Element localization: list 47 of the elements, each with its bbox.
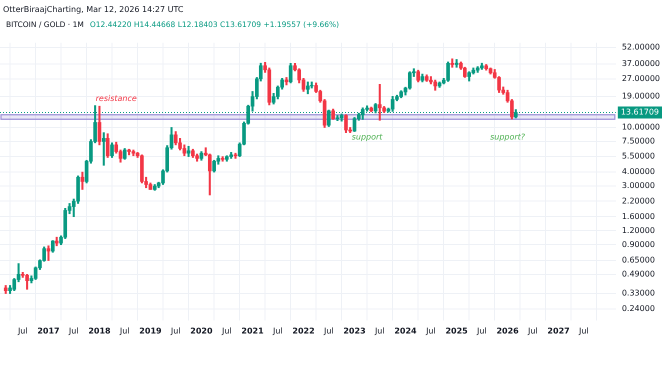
x-tick-label: Jul — [221, 326, 232, 336]
x-tick-label: 2022 — [292, 326, 315, 336]
annotation: resistance — [96, 94, 137, 103]
text: OtterBiraajCharting, Mar 12, 2026 14:27 UTC — [3, 5, 184, 14]
candlestick — [102, 132, 106, 166]
y-tick-label: 0.33000 — [622, 288, 655, 298]
x-tick-label: Jul — [68, 326, 79, 336]
x-tick-label: 2024 — [394, 326, 418, 336]
x-tick-label: 2026 — [496, 326, 520, 336]
x-tick-label: Jul — [425, 326, 436, 336]
x-tick-label: Jul — [170, 326, 181, 336]
y-tick-label: 7.50000 — [622, 136, 655, 146]
y-tick-label: 27.00000 — [622, 74, 660, 84]
x-tick-label: Jul — [272, 326, 283, 336]
x-tick-label: Jul — [527, 326, 538, 336]
x-tick-label: Jul — [322, 326, 334, 336]
y-tick-label: 0.49000 — [622, 269, 655, 278]
y-tick-label: 3.00000 — [622, 181, 655, 190]
x-tick-label: Jul — [118, 326, 130, 336]
x-tick-label: 2020 — [190, 326, 213, 336]
y-tick-label: 4.00000 — [622, 167, 655, 176]
x-tick-label: Jul — [16, 326, 28, 336]
x-tick-label: 2018 — [88, 326, 112, 336]
annotation: support? — [490, 132, 526, 142]
y-tick-label: 1.60000 — [622, 212, 655, 221]
x-tick-label: Jul — [374, 326, 385, 336]
y-tick-label: 0.65000 — [622, 256, 655, 265]
y-tick-label: 52.00000 — [622, 42, 660, 52]
y-tick-label: 10.00000 — [622, 122, 660, 132]
annotation: support — [352, 132, 384, 142]
x-tick-label: Jul — [578, 326, 589, 336]
y-tick-label: 37.00000 — [622, 58, 660, 68]
candlestick — [450, 58, 454, 68]
x-tick-label: 2017 — [37, 326, 60, 336]
x-tick-label: 2023 — [343, 326, 366, 336]
y-tick-label: 19.00000 — [622, 91, 660, 100]
y-tick-label: 2.20000 — [622, 196, 655, 206]
x-tick-label: 2027 — [547, 326, 570, 336]
y-tick-label: 0.90000 — [622, 240, 655, 249]
ref-line-label: 13.61709 — [620, 108, 659, 117]
x-tick-label: 2025 — [445, 326, 468, 336]
y-tick-label: 1.20000 — [622, 226, 655, 235]
x-tick-label: 2021 — [241, 326, 264, 336]
y-tick-label: 5.50000 — [622, 152, 655, 161]
x-tick-label: 2019 — [139, 326, 162, 336]
x-tick-label: Jul — [476, 326, 487, 336]
y-tick-label: 0.24000 — [622, 304, 655, 314]
